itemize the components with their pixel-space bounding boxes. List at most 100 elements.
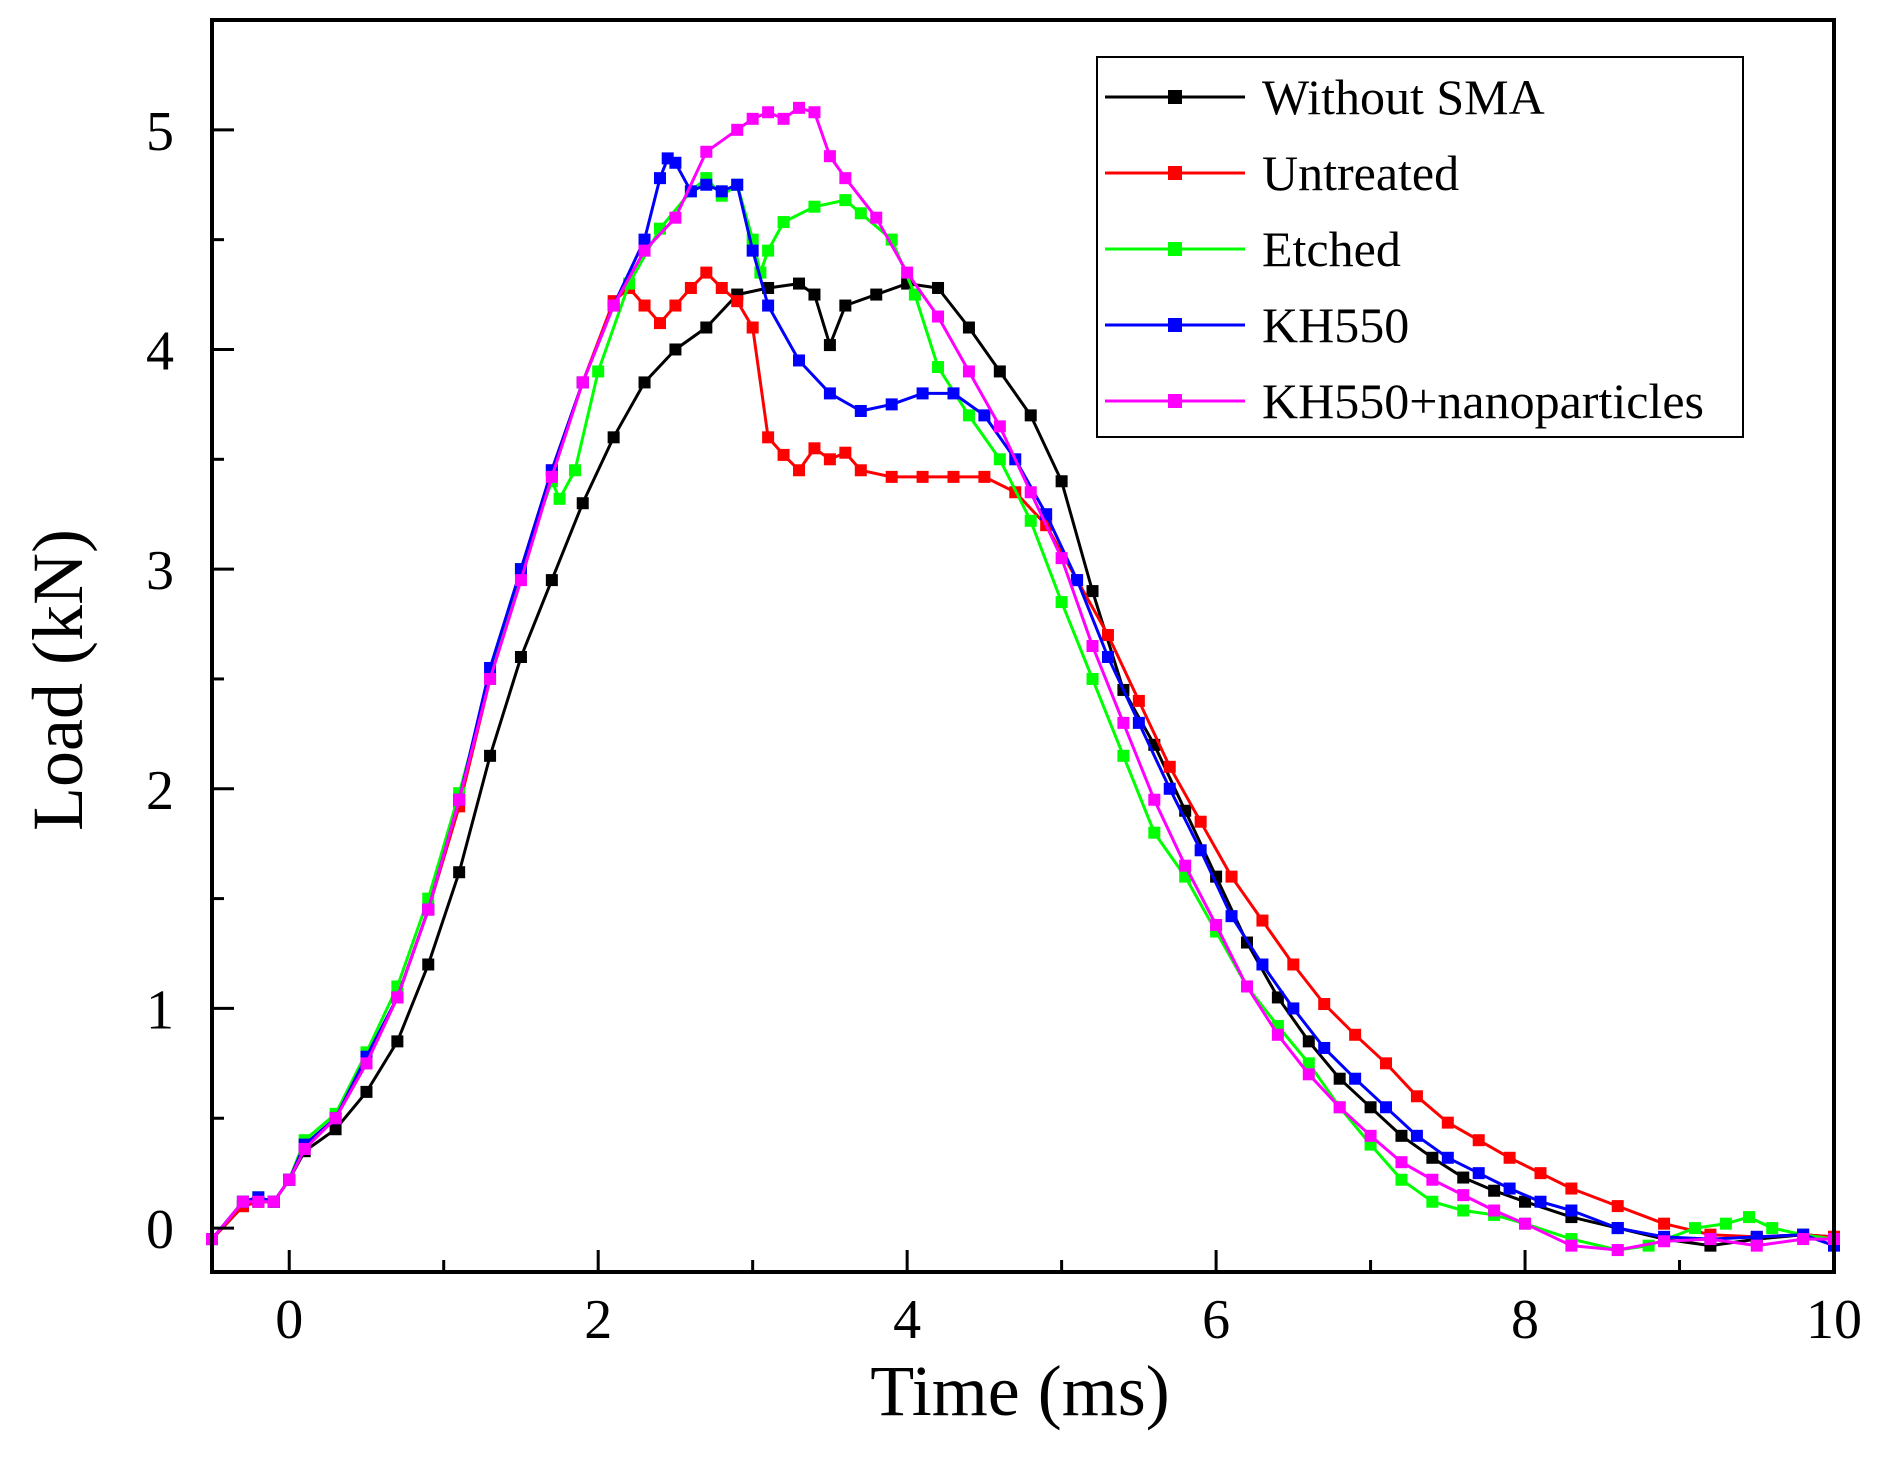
- data-point: [1611, 1222, 1624, 1235]
- data-point: [746, 112, 759, 125]
- data-point: [360, 1085, 373, 1098]
- y-tick-label: 5: [146, 101, 174, 163]
- data-point: [1750, 1239, 1763, 1252]
- data-point: [1318, 1041, 1331, 1054]
- data-point: [1395, 1156, 1408, 1169]
- data-point: [514, 574, 527, 587]
- data-point: [932, 361, 945, 374]
- data-point: [962, 409, 975, 422]
- legend-marker: [1168, 394, 1182, 408]
- data-point: [592, 365, 605, 378]
- x-tick-label: 8: [1511, 1289, 1539, 1351]
- data-point: [638, 233, 651, 246]
- legend-marker: [1168, 318, 1182, 332]
- data-point: [932, 281, 945, 294]
- data-point: [669, 211, 682, 224]
- y-tick-label: 0: [146, 1199, 174, 1261]
- data-point: [360, 1057, 373, 1070]
- data-point: [731, 178, 744, 191]
- data-point: [1565, 1182, 1578, 1195]
- x-tick-label: 0: [275, 1289, 303, 1351]
- data-point: [607, 299, 620, 312]
- data-point: [777, 448, 790, 461]
- legend-marker: [1168, 242, 1182, 256]
- legend-label: Untreated: [1262, 145, 1459, 201]
- data-point: [1395, 1129, 1408, 1142]
- data-point: [823, 339, 836, 352]
- plot-frame: [210, 18, 1836, 1274]
- data-point: [777, 216, 790, 229]
- data-point: [1519, 1195, 1532, 1208]
- data-point: [1086, 585, 1099, 598]
- legend-marker: [1168, 166, 1182, 180]
- data-point: [1101, 629, 1114, 642]
- data-point: [932, 310, 945, 323]
- data-point: [1148, 826, 1161, 839]
- data-point: [1101, 650, 1114, 663]
- data-point: [1410, 1129, 1423, 1142]
- data-point: [1271, 1028, 1284, 1041]
- legend-label: Etched: [1262, 221, 1401, 277]
- data-point: [962, 365, 975, 378]
- data-point: [1503, 1151, 1516, 1164]
- data-point: [576, 497, 589, 510]
- data-point: [1333, 1072, 1346, 1085]
- data-point: [762, 106, 775, 119]
- data-point: [1210, 918, 1223, 931]
- data-point: [870, 211, 883, 224]
- data-point: [901, 266, 914, 279]
- data-point: [236, 1195, 249, 1208]
- data-point: [793, 277, 806, 290]
- data-point: [793, 354, 806, 367]
- data-point: [993, 420, 1006, 433]
- data-point: [638, 244, 651, 257]
- data-point: [545, 470, 558, 483]
- data-point: [1024, 514, 1037, 527]
- data-point: [1287, 958, 1300, 971]
- data-point: [854, 464, 867, 477]
- data-point: [1071, 574, 1084, 587]
- data-point: [1163, 760, 1176, 773]
- y-tick-label: 3: [146, 540, 174, 602]
- data-point: [746, 321, 759, 334]
- data-point: [576, 376, 589, 389]
- data-point: [1318, 998, 1331, 1011]
- data-point: [1256, 958, 1269, 971]
- legend-label: Without SMA: [1262, 69, 1545, 125]
- data-point: [1349, 1028, 1362, 1041]
- data-point: [553, 492, 566, 505]
- data-point: [1534, 1167, 1547, 1180]
- x-axis-ticks: 0 2 4 6 8 10: [275, 1250, 1862, 1351]
- data-point: [823, 387, 836, 400]
- data-point: [808, 106, 821, 119]
- data-point: [329, 1112, 342, 1125]
- data-point: [1658, 1217, 1671, 1230]
- data-point: [391, 991, 404, 1004]
- data-point: [1719, 1217, 1732, 1230]
- data-point: [453, 793, 466, 806]
- data-point: [1503, 1182, 1516, 1195]
- data-point: [1132, 716, 1145, 729]
- data-point: [484, 672, 497, 685]
- data-point: [1441, 1151, 1454, 1164]
- series-4: [206, 101, 1840, 1257]
- data-point: [777, 112, 790, 125]
- data-point: [1364, 1129, 1377, 1142]
- data-point: [1194, 815, 1207, 828]
- data-point: [854, 207, 867, 220]
- data-point: [947, 387, 960, 400]
- data-point: [1024, 486, 1037, 499]
- data-point: [793, 464, 806, 477]
- data-point: [669, 156, 682, 169]
- data-point: [731, 295, 744, 308]
- data-point: [1024, 409, 1037, 422]
- data-point: [267, 1195, 280, 1208]
- y-tick-label: 4: [146, 320, 174, 382]
- data-point: [1364, 1101, 1377, 1114]
- data-point: [839, 172, 852, 185]
- data-point: [1658, 1235, 1671, 1248]
- data-point: [1565, 1204, 1578, 1217]
- x-tick-label: 10: [1806, 1289, 1862, 1351]
- x-axis-title: Time (ms): [870, 1351, 1169, 1431]
